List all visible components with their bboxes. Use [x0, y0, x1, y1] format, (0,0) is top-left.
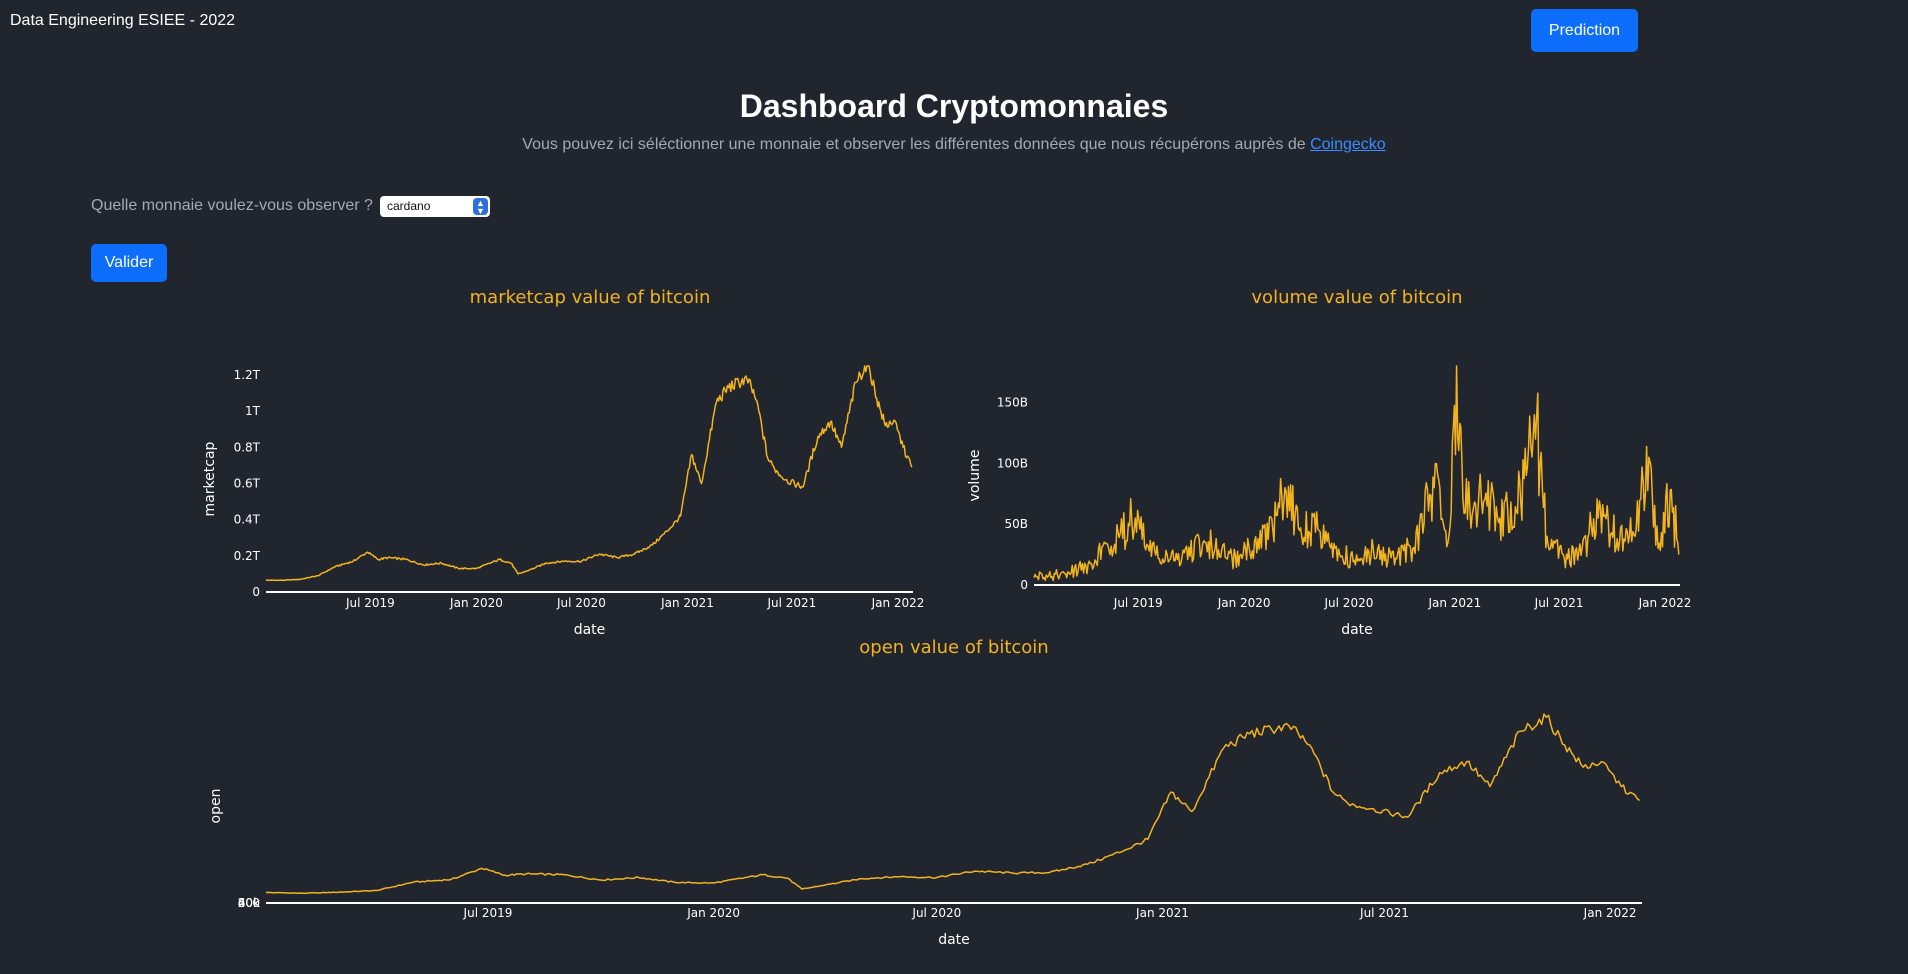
y-tick-label: 1.2T	[234, 368, 261, 382]
y-axis-label: open	[208, 789, 224, 824]
chart-title: marketcap value of bitcoin	[470, 287, 711, 308]
x-tick-label: Jul 2020	[911, 906, 961, 920]
x-tick-label: Jul 2019	[1113, 596, 1163, 610]
y-tick-label: 20k	[238, 896, 260, 910]
page-title: Dashboard Cryptomonnaies	[739, 88, 1169, 124]
x-axis-label: date	[938, 932, 970, 948]
y-axis-label: marketcap	[202, 441, 218, 516]
x-tick-label: Jul 2021	[1534, 596, 1584, 610]
series-line	[265, 713, 1640, 895]
subtitle-text: Vous pouvez ici séléctionner une monnaie…	[522, 136, 1306, 153]
x-tick-label: Jan 2022	[1583, 906, 1637, 920]
y-tick-label: 0.6T	[234, 477, 261, 491]
y-axis-label: volume	[967, 450, 983, 502]
x-tick-label: Jan 2022	[871, 596, 925, 610]
x-tick-label: Jul 2019	[463, 906, 513, 920]
page-subtitle: Vous pouvez ici séléctionner une monnaie…	[0, 136, 1908, 154]
x-tick-label: Jul 2020	[1324, 596, 1374, 610]
brand-title: Data Engineering ESIEE - 2022	[10, 12, 236, 29]
x-axis-label: date	[574, 622, 606, 638]
series-line	[1033, 365, 1680, 582]
chart-1: volume value of bitcoin 0 50B 100B 150B Jul 2…	[967, 287, 1691, 638]
y-tick-label: 0	[252, 896, 260, 910]
y-tick-label: 100B	[997, 456, 1028, 470]
coin-select[interactable]: cardano ▲ ▼	[380, 196, 490, 217]
y-tick-label: 40k	[238, 896, 260, 910]
y-tick-label: 0.8T	[234, 440, 261, 454]
x-tick-label: Jan 2021	[1135, 906, 1189, 920]
prediction-button[interactable]: Prediction	[1531, 9, 1638, 52]
y-tick-label: 50B	[1004, 517, 1028, 531]
x-tick-label: Jul 2021	[1359, 906, 1409, 920]
x-tick-label: Jan 2020	[449, 596, 503, 610]
coingecko-link[interactable]: Coingecko	[1310, 136, 1386, 153]
x-tick-label: Jan 2020	[686, 906, 740, 920]
series-line	[265, 365, 913, 582]
x-tick-label: Jul 2019	[345, 596, 395, 610]
x-tick-label: Jan 2021	[1427, 596, 1481, 610]
x-tick-label: Jul 2021	[766, 596, 816, 610]
y-tick-label: 0.4T	[234, 513, 261, 527]
y-tick-label: 150B	[997, 396, 1028, 410]
valider-button[interactable]: Valider	[91, 244, 167, 282]
x-axis-label: date	[1341, 622, 1373, 638]
x-tick-label: Jan 2021	[660, 596, 714, 610]
chart-title: volume value of bitcoin	[1251, 287, 1462, 308]
x-tick-label: Jul 2020	[556, 596, 606, 610]
select-arrows-icon: ▲ ▼	[473, 198, 488, 216]
coin-select-value: cardano	[387, 199, 431, 213]
x-tick-label: Jan 2020	[1217, 596, 1271, 610]
x-tick-label: Jan 2022	[1638, 596, 1692, 610]
y-tick-label: 60k	[238, 896, 260, 910]
chart-title: open value of bitcoin	[859, 637, 1048, 658]
chart-0: marketcap value of bitcoin 0 0.2T 0.4T 0.6T 0…	[202, 287, 924, 638]
y-tick-label: 0.2T	[234, 549, 261, 563]
coin-question-label: Quelle monnaie voulez-vous observer ?	[91, 197, 373, 214]
y-tick-label: 0	[252, 585, 260, 599]
y-tick-label: 0	[1020, 578, 1028, 592]
y-tick-label: 1T	[245, 404, 261, 418]
